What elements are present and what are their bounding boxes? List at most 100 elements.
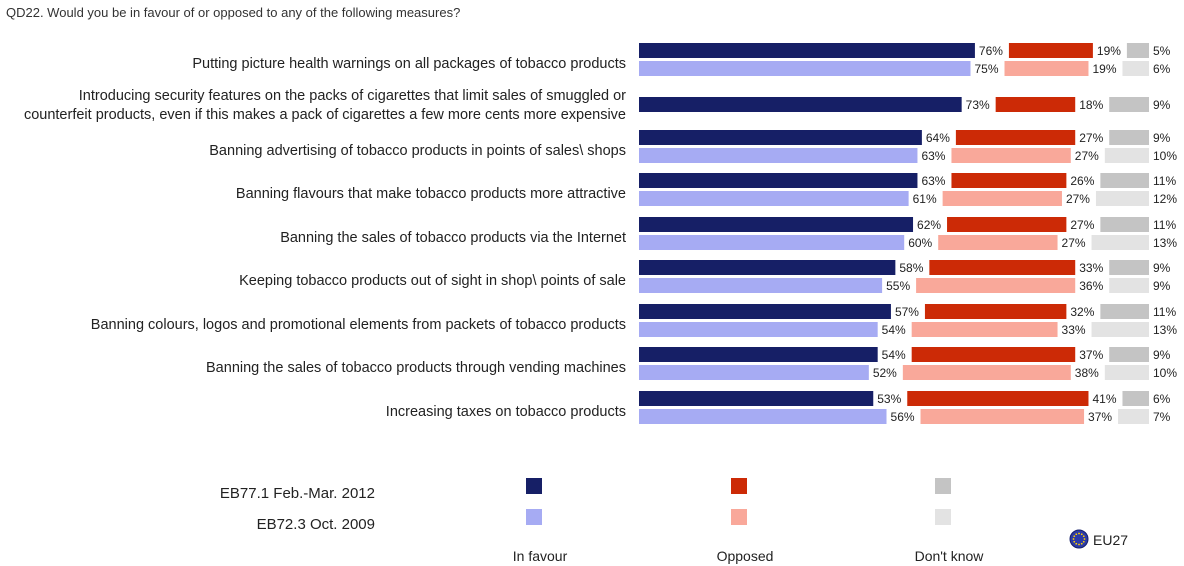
- dont-know-bar-2009: [1109, 278, 1149, 293]
- opposed-value: 36%: [1079, 279, 1103, 293]
- eu-flag-star: [1072, 538, 1075, 540]
- dont-know-bar-2012: [1109, 260, 1149, 275]
- opposed-value: 27%: [1070, 218, 1094, 232]
- in-favour-value: 54%: [882, 348, 906, 362]
- category-label: Banning flavours that make tobacco produ…: [236, 186, 626, 202]
- opposed-bar-2009: [938, 235, 1058, 250]
- dont-know-bar-2009: [1091, 322, 1149, 337]
- dont-know-value: 9%: [1153, 348, 1171, 362]
- dont-know-value: 5%: [1153, 44, 1171, 58]
- legend-column-label: Opposed: [717, 548, 774, 564]
- opposed-value: 27%: [1066, 192, 1090, 206]
- category-label: Putting picture health warnings on all p…: [192, 56, 626, 72]
- opposed-bar-2012: [955, 130, 1076, 145]
- in-favour-bar-2009: [639, 235, 905, 250]
- dont-know-value: 11%: [1153, 174, 1176, 188]
- opposed-bar-2012: [951, 173, 1067, 188]
- in-favour-bar-2012: [639, 304, 891, 319]
- opposed-bar-2009: [911, 322, 1058, 337]
- opposed-bar-2012: [907, 391, 1089, 406]
- in-favour-bar-2009: [639, 322, 878, 337]
- opposed-value: 33%: [1062, 323, 1086, 337]
- dont-know-value: 11%: [1153, 305, 1176, 319]
- in-favour-value: 55%: [886, 279, 910, 293]
- in-favour-value: 56%: [891, 410, 915, 424]
- dont-know-bar-2012: [1122, 391, 1149, 406]
- dont-know-bar-2009: [1095, 191, 1149, 206]
- legend-swatch-2009: [935, 509, 951, 525]
- opposed-value: 41%: [1092, 392, 1116, 406]
- in-favour-value: 52%: [873, 366, 897, 380]
- eu-flag-star: [1075, 542, 1078, 545]
- in-favour-bar-2009: [639, 365, 869, 380]
- in-favour-value: 54%: [882, 323, 906, 337]
- opposed-bar-2009: [951, 148, 1071, 163]
- opposed-bar-2012: [924, 304, 1067, 319]
- category-label: counterfeit products, even if this makes…: [24, 107, 626, 123]
- eu-flag-star: [1080, 533, 1083, 536]
- in-favour-bar-2012: [639, 130, 922, 145]
- eu-flag-icon: [1069, 529, 1089, 549]
- eu-flag-star: [1078, 532, 1080, 535]
- eu-flag-star: [1078, 543, 1080, 546]
- opposed-bar-2009: [920, 409, 1085, 424]
- opposed-bar-2012: [929, 260, 1076, 275]
- dont-know-value: 13%: [1153, 236, 1177, 250]
- dont-know-bar-2009: [1091, 235, 1149, 250]
- eu-flag-star: [1082, 535, 1085, 538]
- eu-flag-star: [1080, 542, 1083, 545]
- legend-row-label: EB72.3 Oct. 2009: [257, 516, 375, 533]
- in-favour-bar-2012: [639, 217, 914, 232]
- legend-column-label: In favour: [513, 548, 568, 564]
- legend-row-label: EB77.1 Feb.-Mar. 2012: [220, 485, 375, 502]
- legend-swatch-2012: [935, 478, 951, 494]
- opposed-value: 32%: [1070, 305, 1094, 319]
- category-label: Keeping tobacco products out of sight in…: [239, 273, 626, 289]
- dont-know-value: 6%: [1153, 62, 1171, 76]
- opposed-value: 18%: [1079, 98, 1103, 112]
- dont-know-value: 13%: [1153, 323, 1177, 337]
- eu-flag-star: [1073, 535, 1076, 538]
- dont-know-value: 9%: [1153, 261, 1171, 275]
- in-favour-bar-2009: [639, 409, 887, 424]
- legend-swatch-2012: [526, 478, 542, 494]
- opposed-bar-2009: [1004, 61, 1089, 76]
- dont-know-value: 9%: [1153, 131, 1171, 145]
- category-label: Banning the sales of tobacco products vi…: [280, 230, 626, 246]
- in-favour-bar-2012: [639, 173, 918, 188]
- legend-swatch-2012: [731, 478, 747, 494]
- in-favour-bar-2012: [639, 43, 975, 58]
- eu-flag-star: [1083, 538, 1086, 540]
- in-favour-value: 62%: [917, 218, 941, 232]
- in-favour-value: 63%: [921, 174, 945, 188]
- in-favour-value: 75%: [975, 62, 999, 76]
- eu-flag-star: [1075, 533, 1078, 536]
- in-favour-bar-2012: [639, 391, 874, 406]
- opposed-value: 26%: [1070, 174, 1094, 188]
- in-favour-value: 73%: [966, 98, 990, 112]
- dont-know-value: 12%: [1153, 192, 1177, 206]
- opposed-value: 27%: [1075, 149, 1099, 163]
- in-favour-value: 53%: [877, 392, 901, 406]
- in-favour-value: 63%: [921, 149, 945, 163]
- dont-know-value: 9%: [1153, 279, 1171, 293]
- opposed-bar-2012: [947, 217, 1067, 232]
- in-favour-value: 58%: [899, 261, 923, 275]
- opposed-bar-2012: [1008, 43, 1093, 58]
- dont-know-bar-2012: [1109, 347, 1149, 362]
- dont-know-value: 10%: [1153, 366, 1177, 380]
- chart-title: QD22. Would you be in favour of or oppos…: [6, 5, 461, 20]
- in-favour-value: 60%: [908, 236, 932, 250]
- legend-column-label: Don't know: [915, 548, 985, 564]
- dont-know-bar-2009: [1104, 365, 1149, 380]
- opposed-bar-2012: [911, 347, 1076, 362]
- opposed-value: 37%: [1088, 410, 1112, 424]
- opposed-value: 27%: [1062, 236, 1086, 250]
- dont-know-bar-2009: [1122, 61, 1149, 76]
- dont-know-value: 11%: [1153, 218, 1176, 232]
- dont-know-bar-2012: [1109, 97, 1149, 112]
- in-favour-value: 76%: [979, 44, 1003, 58]
- in-favour-bar-2012: [639, 347, 878, 362]
- category-label: Banning colours, logos and promotional e…: [91, 317, 626, 333]
